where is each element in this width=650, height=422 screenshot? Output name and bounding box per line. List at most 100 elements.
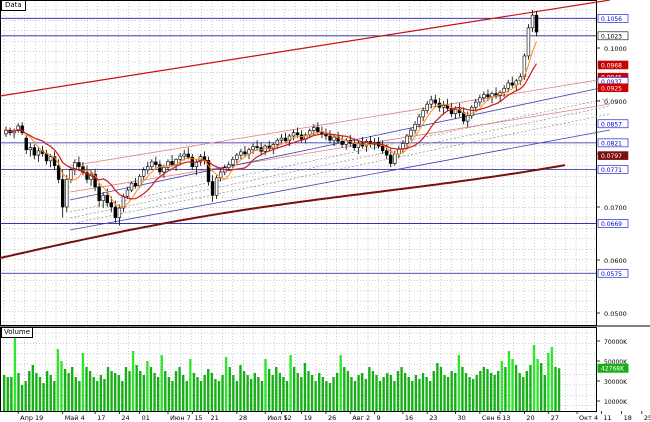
volume-bar (113, 373, 117, 411)
volume-bar (106, 367, 110, 411)
candle-body (526, 27, 531, 57)
price-axis-label: 0.0900 (604, 98, 627, 106)
candle-body (506, 82, 510, 89)
volume-bar (153, 373, 156, 411)
volume-bar (31, 365, 35, 411)
candle-body (389, 154, 393, 164)
volume-bar (124, 367, 128, 411)
volume-bar (382, 377, 385, 411)
candle-body (129, 182, 134, 191)
volume-bar (174, 371, 178, 411)
candle-body (162, 166, 166, 173)
volume-bar (429, 381, 432, 411)
candle-body (267, 145, 271, 150)
x-axis-label: 16 (405, 414, 413, 422)
volume-bar (196, 377, 199, 411)
candle-body (291, 132, 296, 137)
candle-body (65, 179, 69, 208)
candle-body (231, 159, 235, 165)
volume-bar (361, 373, 364, 411)
price-axis-label: 0.0600 (604, 257, 627, 265)
x-axis-label: 21 (211, 414, 219, 422)
volume-bar (88, 371, 92, 411)
volume-bar (547, 353, 550, 411)
volume-bar (149, 367, 153, 411)
candle-body (474, 101, 478, 108)
volume-bar (85, 367, 88, 411)
volume-bar (246, 375, 249, 411)
candle-body (101, 195, 105, 201)
candle-body (170, 161, 174, 165)
candle-body (384, 150, 389, 156)
price-axis-label: 0.0700 (604, 204, 627, 212)
volume-bar (110, 371, 113, 411)
price-axis-label: 0.1000 (604, 45, 627, 53)
x-axis-label: Май 4 (65, 414, 85, 422)
volume-bar (414, 375, 418, 411)
volume-bar (271, 375, 274, 411)
volume-bar (436, 363, 439, 411)
candle-body (243, 151, 247, 155)
volume-bar (146, 361, 149, 411)
candle-body (166, 161, 170, 168)
volume-bar (171, 381, 174, 411)
candle-body (465, 115, 470, 122)
candle-body (312, 127, 316, 131)
price-level-tag-text: 0.0821 (601, 140, 622, 147)
candle-body (380, 145, 385, 152)
candle-body (24, 137, 28, 151)
volume-bar (411, 381, 414, 411)
volume-bar (522, 377, 525, 411)
volume-bar (282, 377, 285, 411)
candle-body (328, 135, 332, 141)
candle-body (417, 116, 421, 125)
volume-bar (235, 381, 239, 411)
volume-bar (199, 381, 203, 411)
volume-bar (250, 379, 253, 411)
x-axis-label: 9 (377, 414, 381, 422)
volume-bar (292, 367, 296, 411)
candle-body (60, 179, 65, 208)
candle-body (158, 164, 162, 173)
candle-body (482, 94, 486, 99)
x-axis-label: 17 (97, 414, 105, 422)
price-level-tag (597, 60, 629, 70)
volume-bar (192, 373, 196, 411)
candle-body (429, 99, 433, 105)
candle-body (510, 82, 514, 86)
x-axis-label: 25 (644, 414, 650, 422)
x-axis-label: 28 (239, 414, 247, 422)
volume-bar (486, 369, 489, 411)
candle-body (48, 156, 53, 162)
volume-bar (139, 371, 142, 411)
volume-bar (525, 371, 529, 411)
candle-body (275, 139, 280, 145)
volume-bar (42, 383, 45, 411)
candle-body (534, 14, 539, 33)
volume-bar (74, 377, 77, 411)
volume-bar (457, 355, 461, 411)
moving-average-slow (0, 164, 566, 259)
volume-bar (71, 367, 74, 411)
volume-bar (475, 375, 478, 411)
volume-bar (504, 367, 507, 411)
x-axis-label: 24 (121, 414, 129, 422)
volume-axis-label: 70000K (604, 339, 628, 346)
x-axis-label: Апр 19 (20, 414, 43, 422)
volume-bar (81, 353, 85, 411)
price-level-tag-text: 0.0968 (601, 62, 622, 69)
price-level-tag-text: 0.0925 (601, 85, 622, 92)
candle-body (453, 109, 458, 115)
candle-body (449, 108, 454, 115)
volume-bar (507, 351, 511, 411)
candle-body (340, 140, 344, 145)
volume-bar (10, 377, 13, 411)
volume-bar (439, 367, 443, 411)
volume-bar (296, 373, 299, 411)
volume-bar (78, 381, 81, 411)
volume-bar (497, 371, 500, 411)
candle-body (514, 80, 519, 86)
candle-body (441, 104, 446, 108)
price-panel-title: Data (1, 0, 26, 11)
volume-bar (300, 377, 303, 411)
